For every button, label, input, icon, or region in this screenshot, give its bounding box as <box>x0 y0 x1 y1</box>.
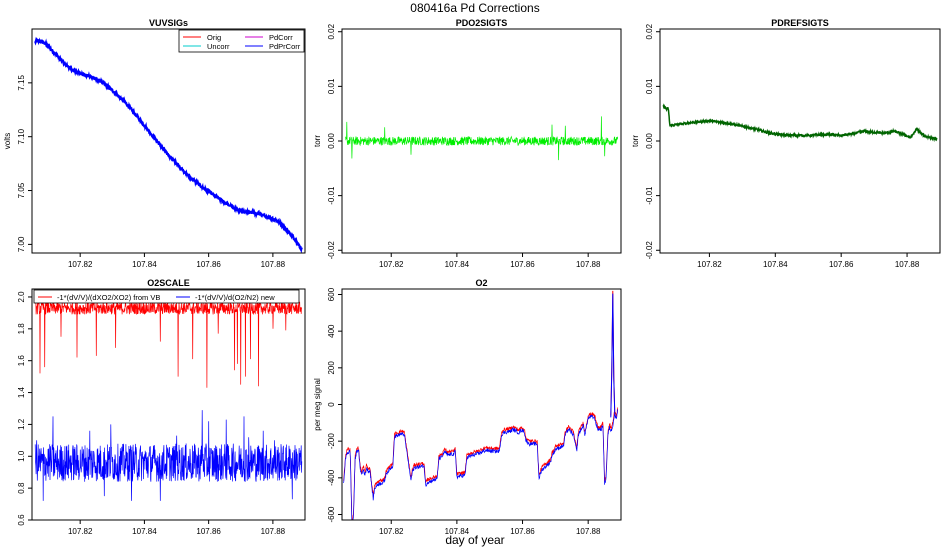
y-tick-label: 7.00 <box>17 236 26 252</box>
x-tick-label: 107.82 <box>68 527 93 536</box>
plot-area <box>662 103 938 143</box>
legend-box <box>178 29 305 53</box>
y-tick-label: 600 <box>327 287 336 301</box>
x-tick-label: 107.84 <box>763 260 788 269</box>
x-tick-label: 107.82 <box>697 260 722 269</box>
panel-o2scale: O2SCALE 107.82 107.84 107.86 107.88 0.6 0.8 1.0… <box>17 278 306 536</box>
panel-title: VUVSIGs <box>149 18 188 28</box>
y-tick-label: 0.6 <box>17 514 26 526</box>
plot-area <box>343 290 619 520</box>
x-tick-label: 107.88 <box>895 260 920 269</box>
series-line-pdprcorr <box>34 36 303 253</box>
y-tick-label: -600 <box>327 506 336 523</box>
x-tick-label: 107.88 <box>576 527 601 536</box>
x-tick-label: 107.82 <box>379 527 404 536</box>
series-line-series-0 <box>662 103 938 143</box>
y-tick-label: -0.01 <box>645 186 654 205</box>
plot-frame <box>31 288 306 521</box>
series-line-series-0 <box>343 407 618 520</box>
x-tick-label: 107.84 <box>445 527 470 536</box>
y-tick-label: -0.02 <box>327 241 336 260</box>
y-tick-label: 400 <box>327 324 336 338</box>
series-line-series-0 <box>345 116 619 161</box>
series-line--1-dv-v-d-o2-n2-new <box>34 410 303 501</box>
x-tick-label: 107.86 <box>829 260 854 269</box>
panel-vuvsigs: VUVSIGs volts 107.82 107.84 107.86 107.88 7.00… <box>3 18 306 269</box>
legend-box <box>33 289 300 304</box>
x-tick-label: 107.86 <box>196 260 221 269</box>
legend-label: PdPrCorr <box>269 42 301 51</box>
plot-area <box>34 36 303 253</box>
legend-label: Orig <box>207 33 221 42</box>
y-axis-label: volts <box>3 133 12 149</box>
legend-label: -1*(dV/V)/d(O2/N2) new <box>195 293 275 302</box>
y-tick-label: 7.05 <box>17 182 26 198</box>
x-tick-label: 107.86 <box>510 527 535 536</box>
plot-area <box>345 116 619 161</box>
legend-label: Uncorr <box>207 42 230 51</box>
shared-x-axis-label: day of year <box>445 533 504 547</box>
x-tick-label: 107.86 <box>510 260 535 269</box>
panel-pdrefsigts: PDREFSIGTS torr 107.82 107.84 107.86 107.88 -0… <box>631 18 941 269</box>
x-tick-label: 107.84 <box>132 260 157 269</box>
plot-frame <box>341 288 622 521</box>
panel-title: O2SCALE <box>147 278 190 288</box>
y-tick-label: 0.02 <box>645 23 654 39</box>
y-tick-label: -200 <box>327 433 336 450</box>
y-tick-label: 1.2 <box>17 418 26 430</box>
series-line--1-dv-v-dxo2-xo2-from-vb <box>34 300 303 388</box>
series-line-series-1 <box>343 409 619 520</box>
y-tick-label: 0.00 <box>327 133 336 149</box>
y-tick-label: 7.10 <box>17 128 26 144</box>
x-tick-label: 107.88 <box>261 260 286 269</box>
panel-title: O2 <box>475 278 487 288</box>
y-tick-label: 0 <box>327 402 336 407</box>
y-tick-label: 0.8 <box>17 482 26 494</box>
y-tick-label: 7.15 <box>17 75 26 91</box>
x-tick-label: 107.82 <box>379 260 404 269</box>
y-axis-label: per meg signal <box>313 378 322 431</box>
panel-o2: O2 per meg signal 107.82 107.84 107.86 107.88… <box>313 278 622 536</box>
y-tick-label: -0.02 <box>645 241 654 260</box>
y-tick-label: 1.0 <box>17 450 26 462</box>
y-tick-label: 1.8 <box>17 323 26 335</box>
legend-label: -1*(dV/V)/(dXO2/XO2) from VB <box>57 293 160 302</box>
plot-area <box>34 300 303 501</box>
panel-title: PDREFSIGTS <box>771 18 829 28</box>
y-axis-label: torr <box>631 135 640 147</box>
y-tick-label: 2.0 <box>17 291 26 303</box>
plot-frame <box>659 28 941 254</box>
y-axis-label: torr <box>313 135 322 147</box>
y-tick-label: 1.6 <box>17 355 26 367</box>
figure-title: 080416a Pd Corrections <box>410 1 539 15</box>
legend-label: PdCorr <box>269 33 293 42</box>
x-tick-label: 107.84 <box>132 527 157 536</box>
peak-mark-blue <box>610 293 616 418</box>
panel-pdo2sigts: PDO2SIGTS torr 107.82 107.84 107.86 107.88 -0.… <box>313 18 622 269</box>
y-tick-label: 1.4 <box>17 386 26 398</box>
plot-frame <box>31 28 306 254</box>
y-tick-label: 0.01 <box>645 78 654 94</box>
x-tick-label: 107.88 <box>576 260 601 269</box>
y-tick-label: -0.01 <box>327 186 336 205</box>
x-tick-label: 107.84 <box>445 260 470 269</box>
y-tick-label: -400 <box>327 469 336 486</box>
y-tick-label: 0.00 <box>645 133 654 149</box>
panel-title: PDO2SIGTS <box>456 18 508 28</box>
y-tick-label: 200 <box>327 361 336 375</box>
y-tick-label: 0.02 <box>327 23 336 39</box>
x-tick-label: 107.88 <box>261 527 286 536</box>
y-tick-label: 0.01 <box>327 78 336 94</box>
x-tick-label: 107.86 <box>196 527 221 536</box>
x-tick-label: 107.82 <box>68 260 93 269</box>
